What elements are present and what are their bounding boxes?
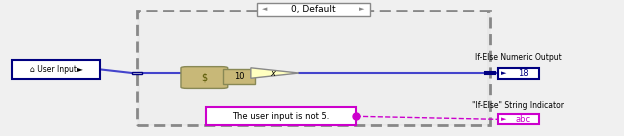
Text: x: x xyxy=(270,69,275,78)
FancyBboxPatch shape xyxy=(140,12,487,124)
Text: ►: ► xyxy=(501,70,507,76)
FancyBboxPatch shape xyxy=(12,60,100,79)
Text: $: $ xyxy=(202,72,207,83)
Text: If-Else Numeric Output: If-Else Numeric Output xyxy=(475,53,562,62)
FancyBboxPatch shape xyxy=(257,3,369,16)
Text: The user input is not 5.: The user input is not 5. xyxy=(232,112,329,121)
FancyBboxPatch shape xyxy=(137,11,490,125)
Text: ►: ► xyxy=(501,116,507,122)
FancyBboxPatch shape xyxy=(206,107,356,125)
FancyBboxPatch shape xyxy=(498,68,539,79)
Text: ◄: ◄ xyxy=(262,7,268,13)
Text: 10: 10 xyxy=(234,72,244,81)
FancyBboxPatch shape xyxy=(132,72,142,74)
Text: "If-Else" String Indicator: "If-Else" String Indicator xyxy=(472,101,564,110)
Text: 0, Default: 0, Default xyxy=(291,5,336,14)
Polygon shape xyxy=(251,68,299,78)
FancyBboxPatch shape xyxy=(181,67,228,88)
Text: abc: abc xyxy=(515,115,531,124)
Text: ►: ► xyxy=(359,7,364,13)
Text: ⌂ User Input►: ⌂ User Input► xyxy=(30,65,82,74)
FancyBboxPatch shape xyxy=(223,69,255,84)
FancyBboxPatch shape xyxy=(498,114,539,124)
FancyBboxPatch shape xyxy=(485,72,495,74)
Text: 18: 18 xyxy=(518,69,529,78)
